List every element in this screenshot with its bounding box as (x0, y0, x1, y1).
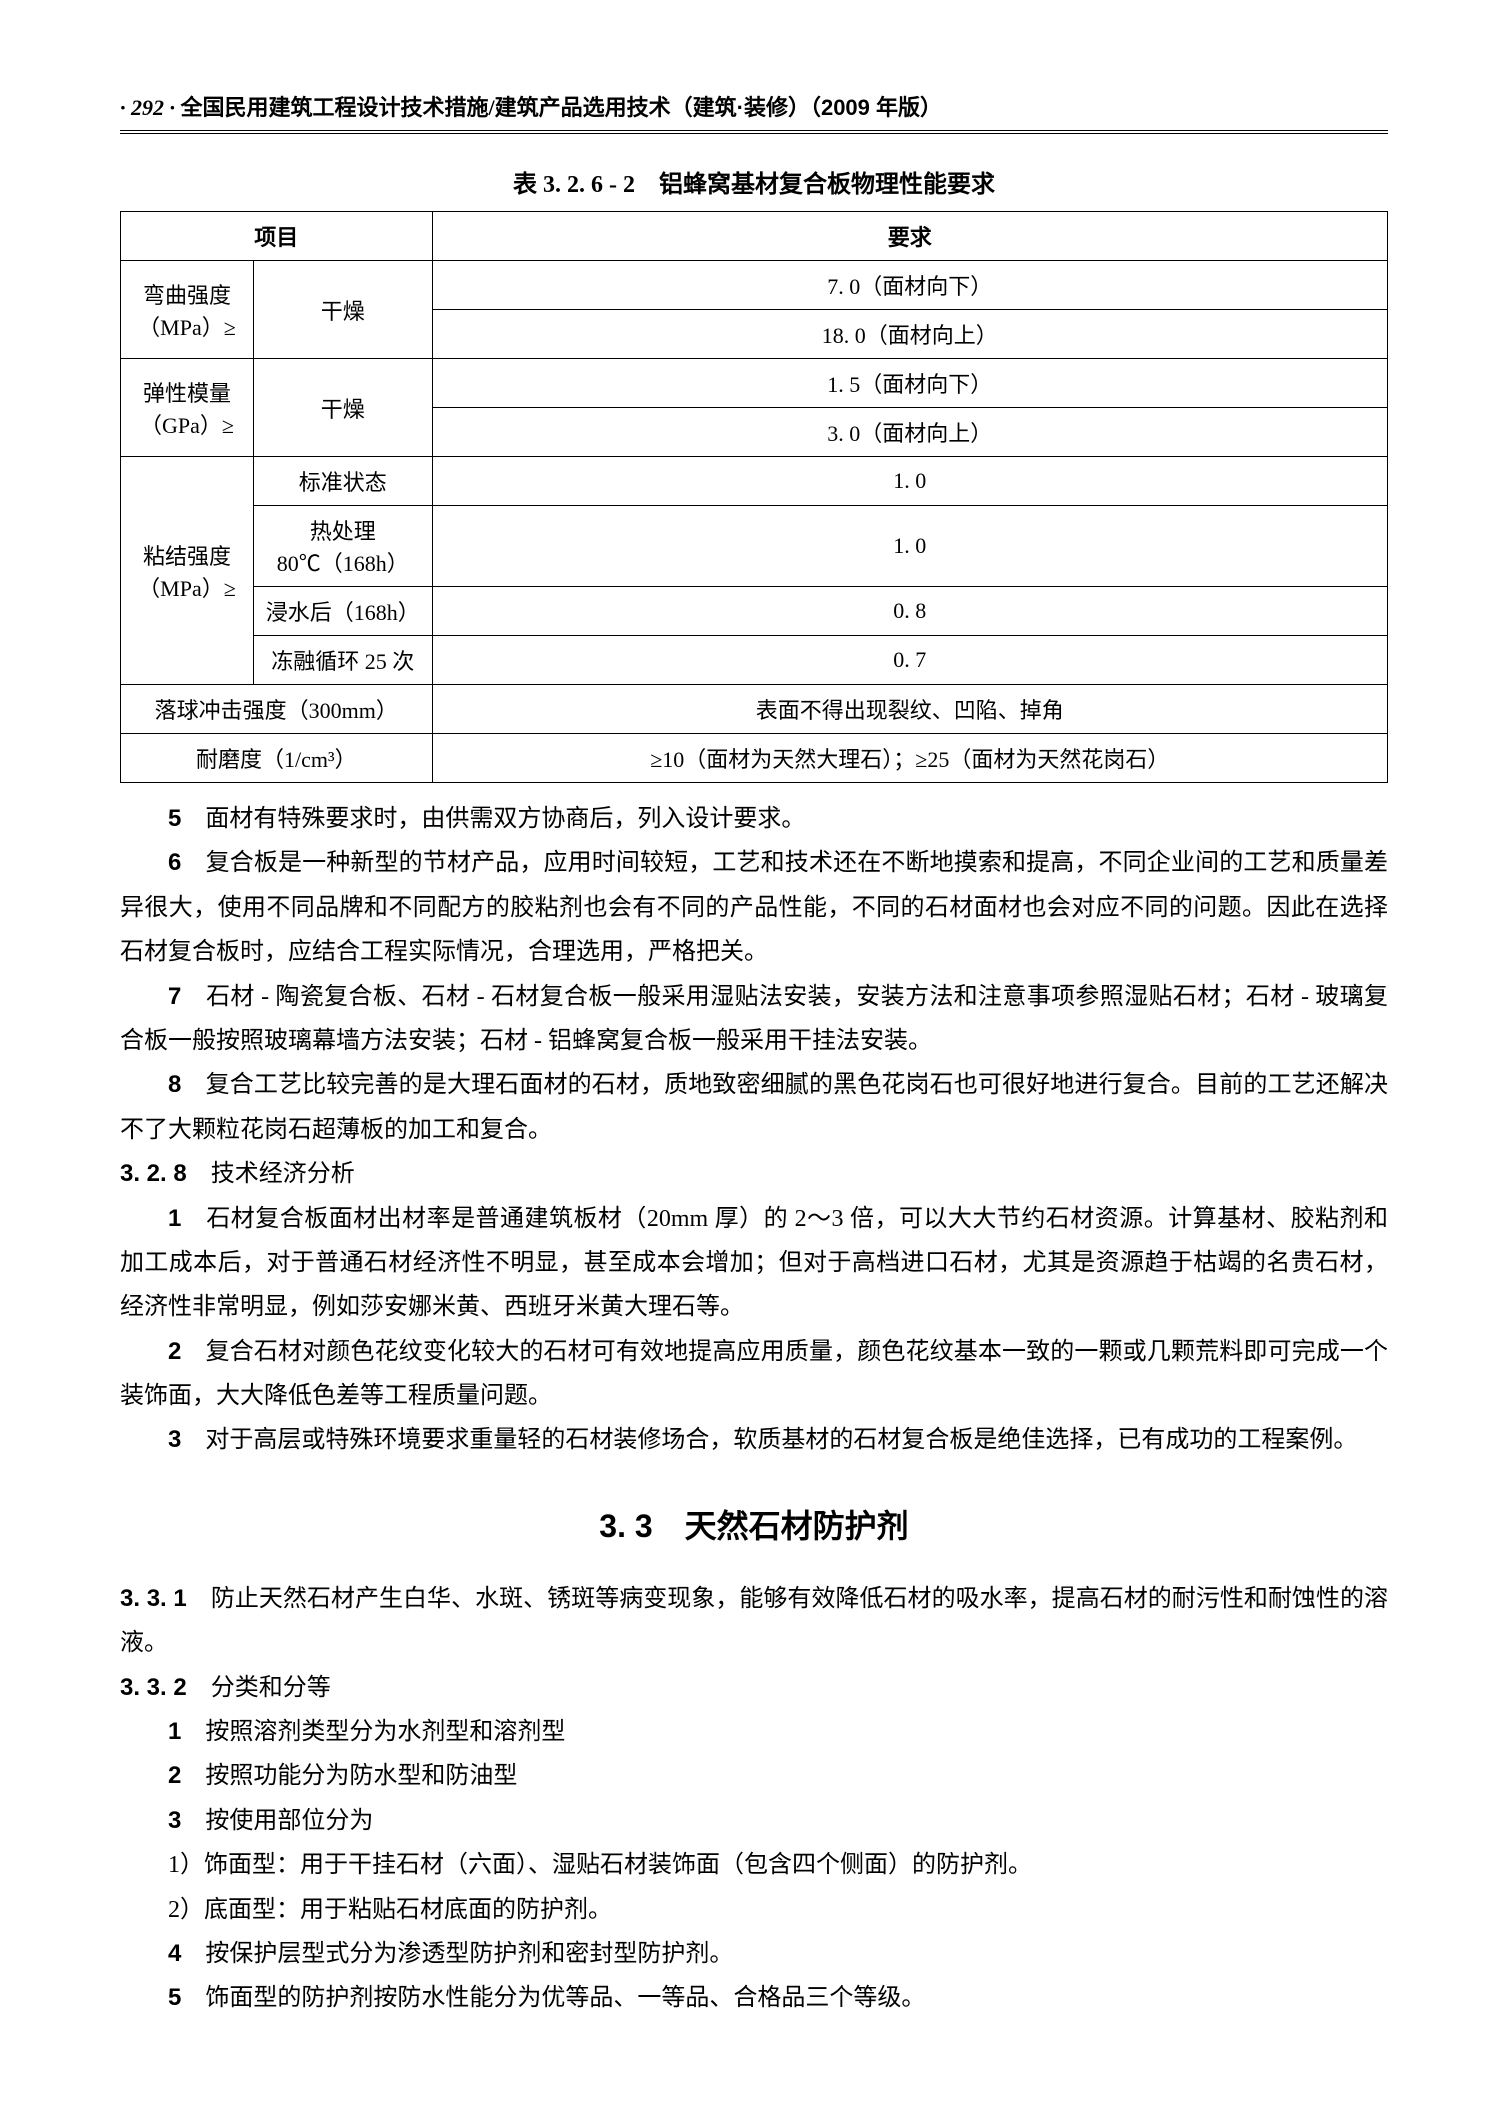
num: 2 (168, 1762, 181, 1789)
text: 按照功能分为防水型和防油型 (205, 1763, 517, 1789)
num: 6 (168, 849, 181, 876)
cell: 浸水后（168h） (253, 587, 432, 636)
subheading: 技术经济分析 (211, 1161, 355, 1187)
text: 按保护层型式分为渗透型防护剂和密封型防护剂。 (205, 1941, 733, 1967)
text: 防止天然石材产生白华、水斑、锈斑等病变现象，能够有效降低石材的吸水率，提高石材的… (120, 1586, 1388, 1656)
cell: 干燥 (253, 261, 432, 359)
header-title-bold: 建筑产品选用技术（建筑·装修）（2009 年版） (495, 95, 942, 120)
cell: 18. 0（面材向上） (432, 310, 1387, 359)
subheading-num: 3. 2. 8 (120, 1160, 187, 1187)
text: 2）底面型：用于粘贴石材底面的防护剂。 (168, 1897, 612, 1923)
subheading-num: 3. 3. 1 (120, 1585, 187, 1612)
text: 复合板是一种新型的节材产品，应用时间较短，工艺和技术还在不断地摸索和提高，不同企… (120, 850, 1388, 965)
text: 复合石材对颜色花纹变化较大的石材可有效地提高应用质量，颜色花纹基本一致的一颗或几… (120, 1339, 1388, 1409)
text: 按照溶剂类型分为水剂型和溶剂型 (205, 1719, 565, 1745)
text: 石材复合板面材出材率是普通建筑板材（20mm 厚）的 2～3 倍，可以大大节约石… (120, 1206, 1388, 1321)
cell: 0. 7 (432, 636, 1387, 685)
section-3-3-title: 3. 3 天然石材防护剂 (120, 1501, 1388, 1547)
num: 8 (168, 1071, 181, 1098)
text: 面材有特殊要求时，由供需双方协商后，列入设计要求。 (205, 806, 805, 832)
cell: 弯曲强度（MPa）≥ (121, 261, 254, 359)
section-3-3-body: 3. 3. 1 防止天然石材产生白华、水斑、锈斑等病变现象，能够有效降低石材的吸… (120, 1577, 1388, 2021)
th-req: 要求 (432, 212, 1387, 261)
page-header: · 292 · 全国民用建筑工程设计技术措施/建筑产品选用技术（建筑·装修）（2… (120, 90, 1388, 134)
text: 复合工艺比较完善的是大理石面材的石材，质地致密细腻的黑色花岗石也可很好地进行复合… (120, 1072, 1388, 1142)
cell: 7. 0（面材向下） (432, 261, 1387, 310)
subheading: 分类和分等 (211, 1675, 331, 1701)
body-text: 5 面材有特殊要求时，由供需双方协商后，列入设计要求。 6 复合板是一种新型的节… (120, 797, 1388, 1463)
text: 1）饰面型：用于干挂石材（六面）、湿贴石材装饰面（包含四个侧面）的防护剂。 (168, 1852, 1032, 1878)
text: 按使用部位分为 (205, 1808, 373, 1834)
cell: 冻融循环 25 次 (253, 636, 432, 685)
cell: ≥10（面材为天然大理石）；≥25（面材为天然花岗石） (432, 734, 1387, 783)
cell: 耐磨度（1/cm³） (121, 734, 433, 783)
num: 5 (168, 1984, 181, 2011)
subheading-num: 3. 3. 2 (120, 1674, 187, 1701)
table-caption: 表 3. 2. 6 - 2 铝蜂窝基材复合板物理性能要求 (120, 164, 1388, 199)
cell: 弹性模量（GPa）≥ (121, 359, 254, 457)
cell: 3. 0（面材向上） (432, 408, 1387, 457)
cell: 1. 0 (432, 457, 1387, 506)
cell: 干燥 (253, 359, 432, 457)
text: 石材 - 陶瓷复合板、石材 - 石材复合板一般采用湿贴法安装，安装方法和注意事项… (120, 984, 1388, 1054)
cell: 0. 8 (432, 587, 1387, 636)
cell: 1. 0 (432, 506, 1387, 587)
text: 饰面型的防护剂按防水性能分为优等品、一等品、合格品三个等级。 (205, 1985, 925, 2011)
num: 5 (168, 805, 181, 832)
num: 1 (168, 1205, 181, 1232)
text: 对于高层或特殊环境要求重量轻的石材装修场合，软质基材的石材复合板是绝佳选择，已有… (205, 1427, 1357, 1453)
cell: 落球冲击强度（300mm） (121, 685, 433, 734)
header-title-plain: 全国民用建筑工程设计技术措施/ (181, 95, 495, 120)
num: 4 (168, 1940, 181, 1967)
cell: 1. 5（面材向下） (432, 359, 1387, 408)
cell: 标准状态 (253, 457, 432, 506)
th-item: 项目 (121, 212, 433, 261)
specs-table: 项目 要求 弯曲强度（MPa）≥ 干燥 7. 0（面材向下） 18. 0（面材向… (120, 211, 1388, 783)
num: 1 (168, 1718, 181, 1745)
num: 2 (168, 1338, 181, 1365)
page-number: · 292 · (120, 95, 175, 120)
cell: 表面不得出现裂纹、凹陷、掉角 (432, 685, 1387, 734)
num: 7 (168, 983, 181, 1010)
num: 3 (168, 1426, 181, 1453)
cell: 热处理 80℃（168h） (253, 506, 432, 587)
cell: 粘结强度（MPa）≥ (121, 457, 254, 685)
num: 3 (168, 1807, 181, 1834)
